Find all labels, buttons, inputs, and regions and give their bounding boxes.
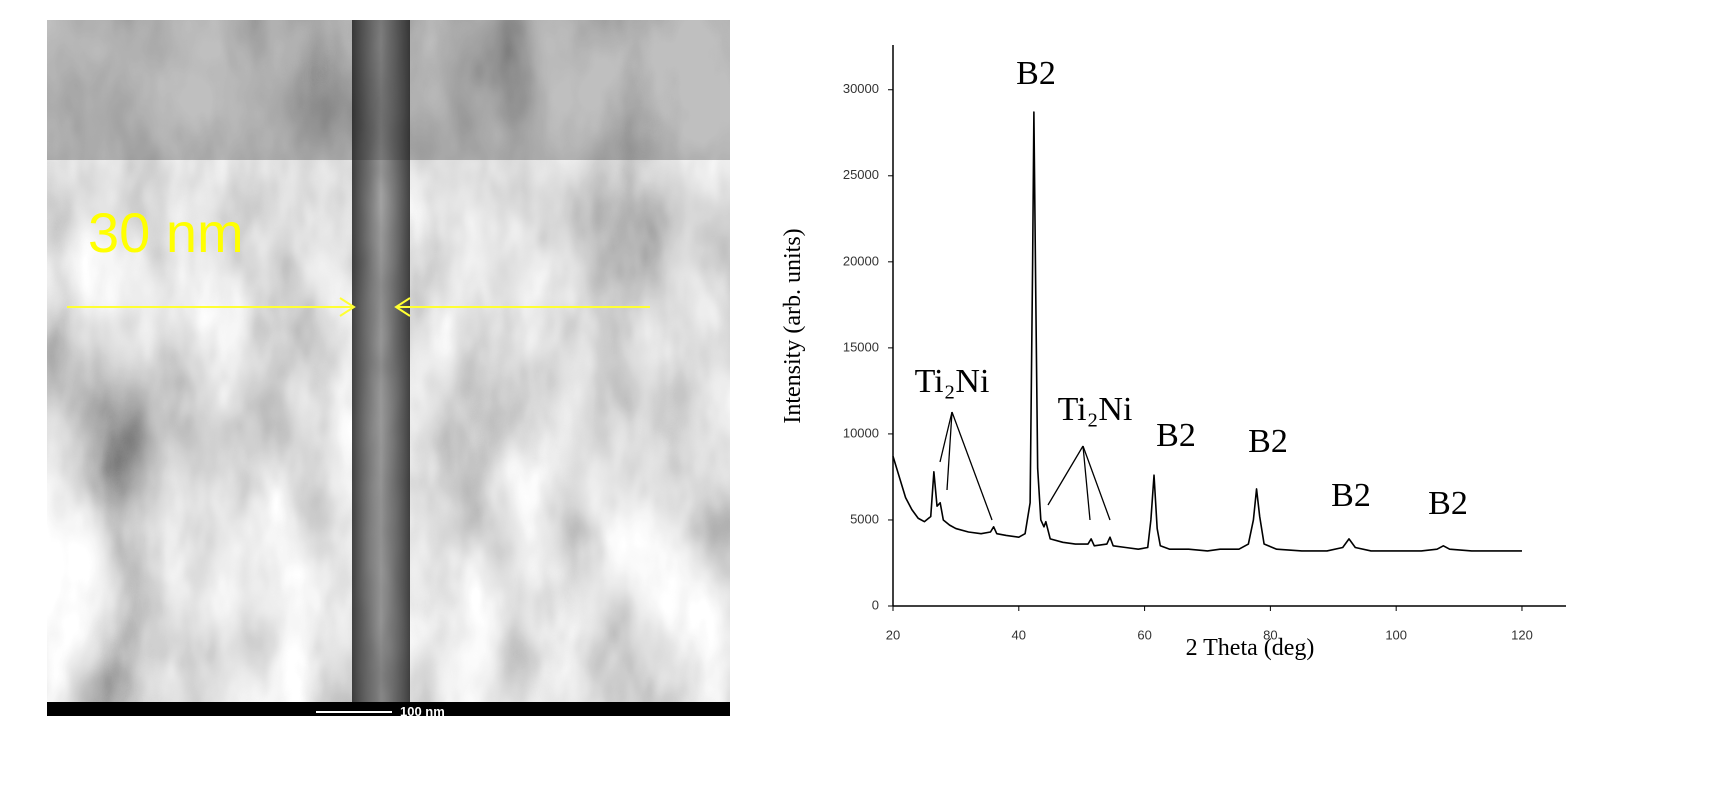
peak-annotation: Ti₂Ni (915, 363, 990, 400)
annotation-arrow (951, 411, 993, 521)
x-tick-label: 40 (1012, 627, 1026, 642)
info-bar (47, 702, 730, 716)
annotation-arrow (939, 411, 953, 463)
y-tick-label: 30000 (843, 81, 879, 96)
peak-annotation: B2 (1248, 423, 1288, 460)
xrd-line (892, 111, 1522, 552)
x-tick-label: 80 (1263, 627, 1277, 642)
arrow-head (339, 297, 356, 317)
x-tick-label: 100 (1385, 627, 1407, 642)
peak-annotation: Ti₂Ni (1058, 391, 1133, 428)
y-tick-label: 15000 (843, 339, 879, 354)
peak-annotation: B2 (1428, 485, 1468, 522)
x-tick-label: 120 (1511, 627, 1533, 642)
micrograph: 100 nm 30 nm (47, 20, 730, 719)
y-tick-label: 10000 (843, 425, 879, 440)
width-label: 30 nm (88, 201, 244, 264)
y-tick-label: 25000 (843, 167, 879, 182)
x-axis-label: 2 Theta (deg) (1186, 635, 1315, 661)
scale-bar-label: 100 nm (400, 704, 445, 719)
annotation-arrows (939, 411, 1111, 521)
peak-annotation: B2 (1156, 417, 1196, 454)
y-tick-label: 20000 (843, 253, 879, 268)
annotation-arrow (1082, 445, 1111, 521)
y-tick-label: 5000 (850, 511, 879, 526)
y-axis-label: Intensity (arb. units) (780, 228, 806, 423)
xrd-chart: 2 Theta (deg) Intensity (arb. units) 20 4… (780, 45, 1566, 661)
annotation-arrow (946, 411, 953, 491)
arrow-head (394, 297, 411, 317)
y-tick-label: 0 (872, 597, 879, 612)
peak-annotation: B2 (1016, 55, 1056, 92)
annotation-arrow (1047, 445, 1084, 506)
annotation-arrow (1082, 445, 1091, 521)
boundary-band (352, 20, 410, 704)
x-tick-label: 20 (886, 627, 900, 642)
x-tick-label: 60 (1137, 627, 1151, 642)
peak-annotation: B2 (1331, 477, 1371, 514)
